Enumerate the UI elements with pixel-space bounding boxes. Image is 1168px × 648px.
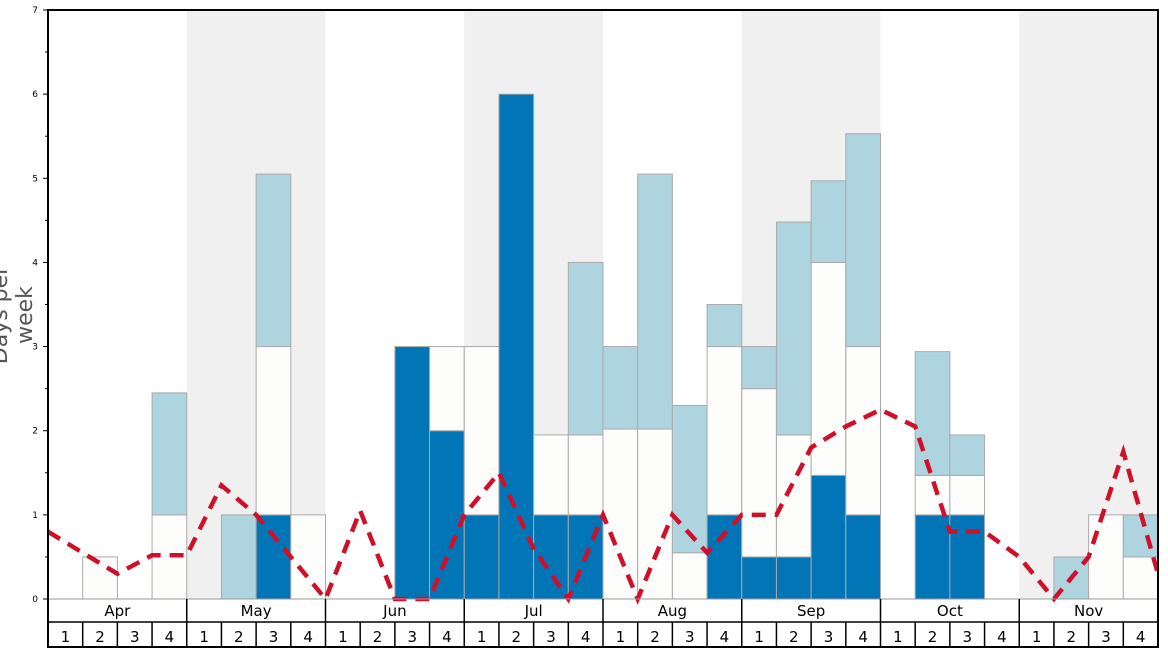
bar-white	[567, 434, 604, 516]
y-tick-label: 4	[32, 258, 38, 268]
y-tick-label: 0	[32, 595, 38, 605]
bar-light	[255, 173, 292, 348]
week-label: 2	[234, 628, 244, 646]
week-label: 2	[928, 628, 938, 646]
month-label: Oct	[937, 602, 963, 620]
bar-white	[949, 474, 986, 516]
month-label: Jul	[524, 602, 543, 620]
bar-white	[637, 428, 673, 600]
week-label: 4	[442, 628, 452, 646]
week-label: 1	[338, 628, 348, 646]
bar-dark	[810, 474, 847, 600]
month-label: Jun	[382, 602, 406, 620]
bar-white	[845, 346, 881, 516]
bar-white	[82, 556, 118, 600]
month-label: Apr	[104, 602, 131, 620]
week-label: 1	[1032, 628, 1042, 646]
bar-white	[255, 346, 292, 516]
bar-light	[220, 514, 257, 600]
bar-white	[671, 552, 708, 600]
bar-white	[290, 514, 326, 600]
bar-light	[810, 180, 847, 263]
bar-white	[775, 434, 812, 558]
bar-dark	[463, 514, 500, 600]
week-label: 2	[1067, 628, 1077, 646]
week-label: 3	[407, 628, 417, 646]
bar-light	[949, 434, 986, 476]
bar-light	[602, 346, 639, 430]
y-tick-label: 2	[32, 427, 38, 437]
y-axis-label: Days per week	[0, 265, 38, 365]
week-label: 1	[61, 628, 71, 646]
bar-dark	[741, 556, 777, 600]
week-label: 3	[130, 628, 140, 646]
month-label: Nov	[1074, 602, 1103, 620]
week-label: 4	[303, 628, 313, 646]
week-label: 3	[1101, 628, 1111, 646]
bar-light	[914, 351, 951, 476]
bar-dark	[498, 93, 535, 600]
bar-light	[671, 404, 708, 554]
week-label: 1	[754, 628, 764, 646]
bar-light	[1122, 514, 1159, 558]
month-label: Sep	[797, 602, 825, 620]
week-label: 1	[893, 628, 903, 646]
month-label: May	[241, 602, 272, 620]
week-label: 1	[616, 628, 626, 646]
week-label: 4	[858, 628, 868, 646]
week-label: 4	[581, 628, 591, 646]
trend-line	[46, 407, 1161, 605]
bar-dark	[533, 514, 569, 600]
bar-light	[775, 221, 812, 436]
bar-light	[706, 304, 743, 348]
bar-light	[151, 392, 188, 516]
week-label: 4	[997, 628, 1007, 646]
week-label: 3	[269, 628, 279, 646]
bar-white	[602, 428, 639, 600]
week-label: 2	[373, 628, 383, 646]
week-label: 2	[650, 628, 660, 646]
y-tick-label: 5	[32, 174, 38, 184]
week-label: 2	[512, 628, 522, 646]
week-label: 3	[824, 628, 834, 646]
month-shade-nov	[1019, 10, 1158, 599]
plot-frame	[47, 9, 1159, 648]
bar-dark	[914, 514, 951, 600]
bar-light	[567, 261, 604, 436]
bar-dark	[845, 514, 881, 600]
week-label: 1	[199, 628, 209, 646]
bar-white	[1088, 514, 1124, 600]
bar-dark	[706, 514, 743, 600]
bar-white	[810, 261, 847, 476]
bar-dark	[394, 346, 431, 600]
week-label: 3	[962, 628, 972, 646]
y-tick-label: 6	[32, 90, 38, 100]
bar-light	[637, 173, 673, 430]
week-label: 4	[1136, 628, 1146, 646]
y-tick-label: 3	[32, 343, 38, 353]
week-label: 3	[685, 628, 695, 646]
week-label: 1	[477, 628, 487, 646]
bar-dark	[949, 514, 986, 600]
bar-light	[741, 346, 777, 390]
y-tick-label: 7	[32, 6, 38, 16]
bar-white	[533, 434, 569, 516]
y-tick-label: 1	[32, 511, 38, 521]
bar-dark	[255, 514, 292, 600]
bar-dark	[429, 430, 465, 600]
bar-white	[741, 388, 777, 558]
bar-white	[463, 346, 500, 516]
week-label: 2	[95, 628, 105, 646]
week-label: 2	[789, 628, 799, 646]
week-label: 4	[165, 628, 175, 646]
bar-white	[429, 346, 465, 432]
bar-dark	[775, 556, 812, 600]
bar-light	[845, 133, 881, 348]
week-label: 3	[546, 628, 556, 646]
month-label: Aug	[658, 602, 687, 620]
week-label: 4	[720, 628, 730, 646]
bar-white	[706, 346, 743, 516]
